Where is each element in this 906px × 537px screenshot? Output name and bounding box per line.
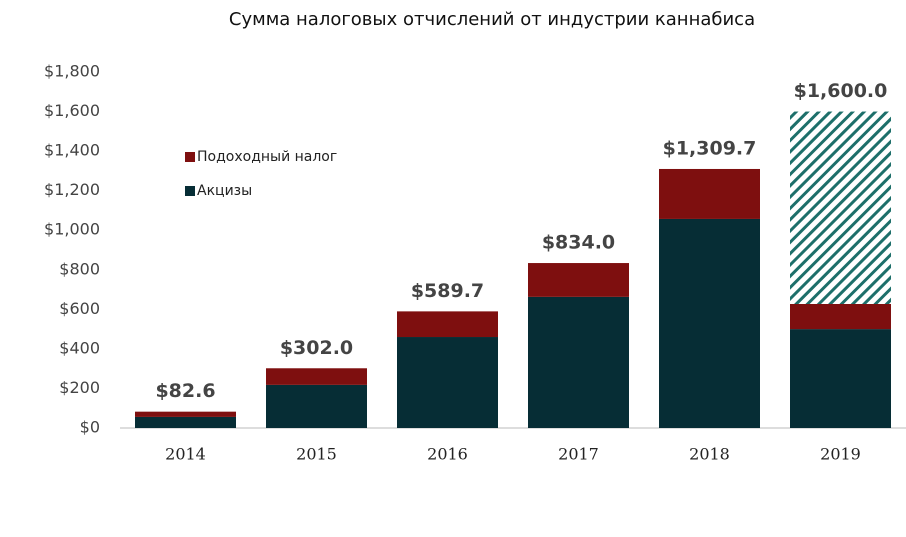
value-label: $1,309.7 [663,137,757,159]
y-tick-label: $800 [59,259,100,278]
legend-label: Подоходный налог [197,149,337,165]
y-tick-label: $0 [80,418,100,437]
bar-segment [135,416,236,428]
y-tick-label: $200 [59,378,100,397]
bar-segment [397,337,498,428]
value-label: $82.6 [155,380,215,402]
bar-segment [659,168,760,219]
bar-segment [266,384,367,428]
bar-segment [659,218,760,428]
y-tick-label: $600 [59,299,100,318]
y-tick-label: $1,200 [44,180,100,199]
x-tick-label: 2017 [558,445,599,464]
legend-swatch [185,186,195,196]
bar-segment [790,329,891,428]
value-label: $834.0 [542,232,615,254]
bar-segment [790,303,891,330]
bar-segment [266,368,367,385]
chart-title: Сумма налоговых отчислений от индустрии … [229,9,755,30]
bar-segment [528,263,629,297]
x-tick-label: 2014 [165,445,206,464]
x-tick-label: 2018 [689,445,730,464]
y-tick-label: $1,600 [44,101,100,120]
x-tick-label: 2016 [427,445,468,464]
bar-segment [790,111,891,304]
legend-label: Акцизы [197,183,252,199]
y-tick-label: $400 [59,338,100,357]
x-tick-label: 2015 [296,445,337,464]
y-tick-label: $1,800 [44,62,100,81]
y-tick-label: $1,400 [44,141,100,160]
y-tick-label: $1,000 [44,220,100,239]
value-label: $589.7 [411,280,484,302]
bar-segment [397,311,498,338]
x-tick-label: 2019 [820,445,861,464]
value-label: $1,600.0 [794,80,888,102]
bar-segment [528,296,629,428]
legend-swatch [185,152,195,162]
bar-segment [135,411,236,417]
value-label: $302.0 [280,337,353,359]
